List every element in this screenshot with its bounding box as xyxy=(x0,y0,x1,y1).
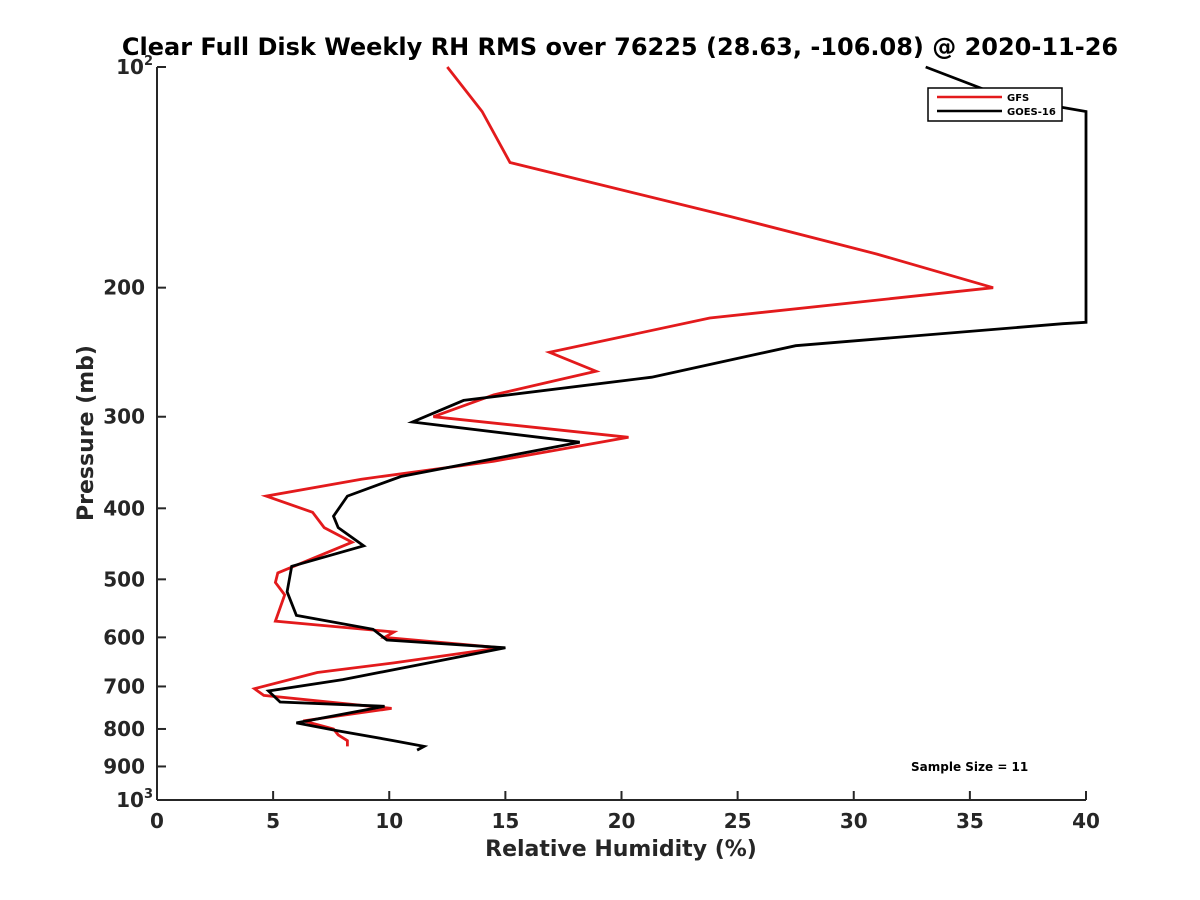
y-tick-label: 400 xyxy=(103,496,145,520)
y-tick-label: 500 xyxy=(103,567,145,591)
x-tick-label: 30 xyxy=(840,809,868,833)
legend-box xyxy=(927,87,1063,122)
y-tick-label: 102 xyxy=(116,54,153,79)
x-axis-label: Relative Humidity (%) xyxy=(485,837,757,862)
sample-size-annotation: Sample Size = 11 xyxy=(911,760,1028,774)
x-tick-label: 5 xyxy=(266,809,280,833)
legend: GFS GOES-16 xyxy=(927,87,1063,122)
legend-label-gfs: GFS xyxy=(1007,93,1029,104)
x-tick-label: 10 xyxy=(375,809,403,833)
y-axis-label: Pressure (mb) xyxy=(74,345,99,521)
series-line-gfs xyxy=(251,66,994,747)
y-tick-label: 200 xyxy=(103,276,145,300)
y-ticks: 102 200 300 400 500 600 700 800 900 103 xyxy=(103,54,166,812)
plot-area xyxy=(157,67,1086,800)
x-tick-label: 25 xyxy=(724,809,752,833)
x-tick-label: 0 xyxy=(150,809,164,833)
x-tick-label: 40 xyxy=(1072,809,1100,833)
x-tick-label: 15 xyxy=(491,809,519,833)
chart-title: Clear Full Disk Weekly RH RMS over 76225… xyxy=(122,33,1118,61)
series-layer xyxy=(251,65,1088,752)
series-line-goes16 xyxy=(265,65,1088,752)
y-tick-label: 600 xyxy=(103,625,145,649)
legend-label-goes16: GOES-16 xyxy=(1007,107,1056,118)
y-tick-label: 900 xyxy=(103,754,145,778)
x-ticks: 0 5 10 15 20 25 30 35 40 xyxy=(150,791,1100,833)
y-tick-label: 700 xyxy=(103,674,145,698)
x-tick-label: 35 xyxy=(956,809,984,833)
y-tick-label: 800 xyxy=(103,717,145,741)
y-tick-label: 300 xyxy=(103,405,145,429)
x-tick-label: 20 xyxy=(608,809,636,833)
y-tick-label: 103 xyxy=(116,787,153,812)
